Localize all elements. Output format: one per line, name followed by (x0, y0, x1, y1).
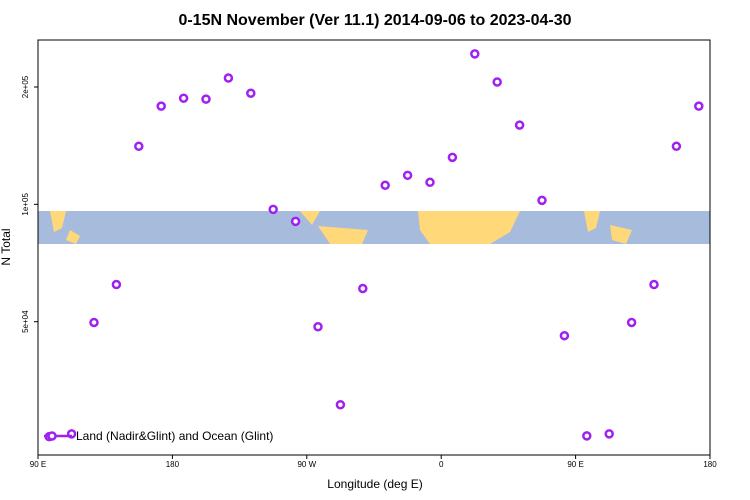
data-point (470, 49, 480, 59)
data-point (89, 317, 99, 328)
data-point (582, 431, 592, 441)
y-tick-label: 2e+05 (21, 75, 30, 98)
data-point (380, 180, 390, 191)
chart-title: 0-15N November (Ver 11.1) 2014-09-06 to … (178, 12, 571, 29)
data-point (447, 152, 458, 163)
data-point (335, 400, 346, 410)
data-point (290, 216, 301, 227)
x-tick-label: 0 (439, 460, 444, 469)
x-tick-label: 90 W (297, 460, 316, 469)
data-point (626, 317, 637, 328)
data-point (178, 93, 189, 103)
data-point (358, 283, 368, 294)
data-point (134, 141, 144, 152)
data-point (223, 73, 234, 83)
data-point (111, 279, 122, 290)
x-tick-label: 90 E (30, 460, 46, 469)
data-point (694, 101, 704, 111)
data-point (425, 177, 435, 188)
data-point (537, 195, 547, 206)
data-point (201, 94, 211, 104)
plot-frame (37, 39, 711, 456)
y-tick-label: 1e+05 (21, 193, 30, 216)
data-point (604, 429, 614, 439)
data-point (671, 141, 682, 152)
x-tick-label: 180 (703, 460, 717, 469)
data-point (514, 120, 525, 130)
data-point (402, 170, 413, 181)
data-point (156, 101, 166, 111)
map-strip (38, 211, 710, 244)
data-point (559, 330, 570, 341)
x-axis-label: Longitude (deg E) (327, 477, 422, 491)
x-tick-label: 180 (166, 460, 180, 469)
y-tick-label: 5e+04 (21, 310, 30, 333)
data-point (313, 321, 323, 332)
data-point (649, 279, 659, 290)
data-point (268, 204, 278, 215)
legend-marker (47, 431, 57, 441)
data-point (492, 77, 502, 87)
data-point (246, 88, 256, 98)
x-tick-label: 90 E (567, 460, 583, 469)
legend-label: Land (Nadir&Glint) and Ocean (Glint) (76, 429, 273, 443)
y-axis-label: N Total (0, 228, 13, 265)
